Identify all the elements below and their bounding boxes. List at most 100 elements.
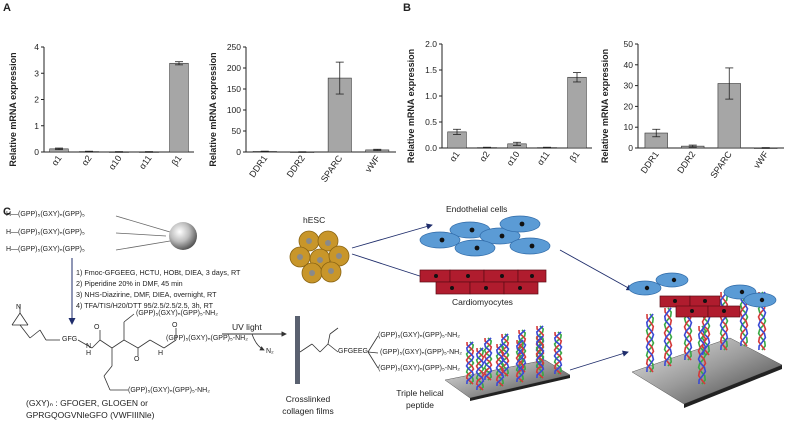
x-tick-label: α10 (107, 153, 124, 171)
panel-label-c: C (3, 206, 11, 218)
triple-helix (719, 291, 729, 351)
triple-helix (517, 329, 527, 373)
branch-1: (GPP)₅(GXY)ₙ(GPP)₅-NH₂ (136, 310, 218, 317)
x-tick-label: DDR1 (247, 153, 269, 179)
n2-release-arrow (251, 333, 265, 351)
triple-helix (663, 307, 673, 367)
triple-helix (500, 333, 510, 377)
chart-B-left: 0.0 0.5 1.0 1.5 2.0 Relative mRNA expression α… (406, 39, 592, 168)
atom-o1: O (94, 324, 100, 331)
atom-n1: N (86, 343, 92, 350)
x-tick-label: vWF (363, 153, 382, 174)
triple-helix (515, 339, 525, 383)
y-tick-label: 2 (34, 95, 39, 105)
triple-helix (553, 331, 563, 375)
y-tick-label: 20 (624, 101, 634, 111)
triple-helix (475, 347, 485, 391)
film-surface-middle (444, 359, 571, 399)
atom-h2: H (158, 350, 164, 357)
y-tick-label: 0.0 (425, 143, 437, 153)
film-edge-middle (470, 375, 570, 401)
endothelial-cells (419, 215, 551, 257)
triple-branch-1: (GPP)₅(GXY)ₙ(GPP)₅-NH₂ (378, 332, 460, 339)
resin-bead (169, 222, 197, 250)
x-tick-label: vWF (752, 149, 771, 170)
step-2: 2) Piperidine 20% in DMF, 45 min (76, 279, 183, 288)
films-line-1: Crosslinked (285, 394, 331, 404)
triple-helix (495, 343, 505, 387)
gxy-line-2: GPRGQOGVNleGFO (VWFIIINle) (26, 410, 155, 420)
endothelial-label: Endothelial cells (446, 204, 508, 214)
gfg-label: GFG (62, 336, 78, 343)
tether-line (115, 240, 171, 251)
film-linker (299, 327, 339, 353)
triple-helix (701, 296, 711, 356)
bar-β1 (567, 76, 587, 149)
y-axis-label: Relative mRNA expression (600, 49, 610, 163)
triple-helix (535, 335, 545, 379)
y-tick-label: 150 (227, 84, 241, 94)
y-tick-label: 0.5 (425, 117, 437, 127)
triple-helix (483, 337, 493, 381)
x-tick-label: SPARC (708, 149, 734, 180)
y-tick-label: 2.0 (425, 39, 437, 49)
y-tick-label: 0 (628, 143, 633, 153)
triple-helix (683, 301, 693, 361)
y-tick-label: 10 (624, 122, 634, 132)
uv-light-label: UV light (232, 322, 262, 332)
arrow-to-seeding (559, 249, 633, 291)
final-endothelial (628, 272, 777, 308)
branch-3: (GPP)₅(GXY)ₙ(GPP)₅-NH₂ (128, 387, 210, 394)
step-1: 1) Fmoc-GFGEEG, HCTU, HOBt, DIEA, 3 days… (76, 268, 241, 277)
peptide-line-1: H—(GPP)₅(GXY)ₙ(GPP)₅ (6, 211, 85, 218)
x-tick-label: DDR2 (675, 149, 697, 175)
gxy-line-1: (GXY)ₙ : GFOGER, GLOGEN or (26, 398, 148, 408)
y-tick-label: 0 (236, 147, 241, 157)
y-tick-label: 50 (624, 39, 634, 49)
arrow-to-endothelial (351, 223, 433, 249)
y-axis-label: Relative mRNA expression (208, 52, 218, 166)
step-4: 4) TFA/TIS/H20/DTT 95/2.5/2.5/2.5, 3h, R… (76, 301, 214, 310)
y-tick-label: 30 (624, 81, 634, 91)
triple-branch-2: (GPP)₅(GXY)ₙ(GPP)₅-NH₂ (380, 349, 462, 356)
y-tick-label: 4 (34, 42, 39, 52)
x-tick-label: α10 (505, 149, 522, 167)
x-tick-label: α11 (137, 153, 154, 171)
n2-label: N₂ (266, 348, 274, 355)
x-tick-label: α11 (535, 149, 552, 167)
tether-line (115, 215, 171, 233)
final-cardiomyocytes (659, 295, 741, 318)
collagen-film-bar (295, 316, 300, 384)
triple-helix (465, 341, 475, 385)
hesc-label: hESC (303, 215, 326, 225)
panel-label-b: B (403, 2, 411, 14)
y-tick-label: 250 (227, 42, 241, 52)
triple-helix (739, 287, 749, 347)
diazirine-n1: N (16, 304, 22, 311)
peptide-line-3: H—(GPP)₅(GXY)ₙ(GPP)₅ (6, 246, 85, 253)
triple-helix (757, 291, 767, 351)
y-tick-label: 50 (232, 126, 242, 136)
y-tick-label: 200 (227, 63, 241, 73)
step-3: 3) NHS-Diazirine, DMF, DIEA, overnight, … (76, 290, 217, 299)
y-tick-label: 1.0 (425, 91, 437, 101)
helix-group-final (645, 287, 767, 385)
y-axis-label: Relative mRNA expression (406, 49, 416, 163)
triple-branch-lines (367, 335, 379, 369)
triple-helix (645, 313, 655, 373)
branch-2: (GPP)₅(GXY)ₙ(GPP)₅-NH₂ (166, 335, 248, 342)
cardiomyocytes-label: Cardiomyocytes (452, 297, 513, 307)
arrow-film-to-final (569, 350, 629, 371)
chart-A-right: 0 50 100 150 200 250 Relative mRNA expression D… (208, 42, 396, 184)
arrow-to-cardiomyocytes (351, 253, 433, 282)
y-tick-label: 1 (34, 121, 39, 131)
hesc-cluster (289, 230, 350, 284)
triple-helix (535, 325, 545, 369)
chart-A-left: 0 1 2 3 4 Relative mRNA expression α1 α2 α10 α11 β… (8, 42, 194, 172)
bar-β1 (169, 62, 189, 153)
atom-o2: O (172, 322, 178, 329)
cardiomyocytes-cells (419, 269, 547, 295)
tether-line (115, 232, 167, 237)
film-edge-final (684, 365, 782, 408)
